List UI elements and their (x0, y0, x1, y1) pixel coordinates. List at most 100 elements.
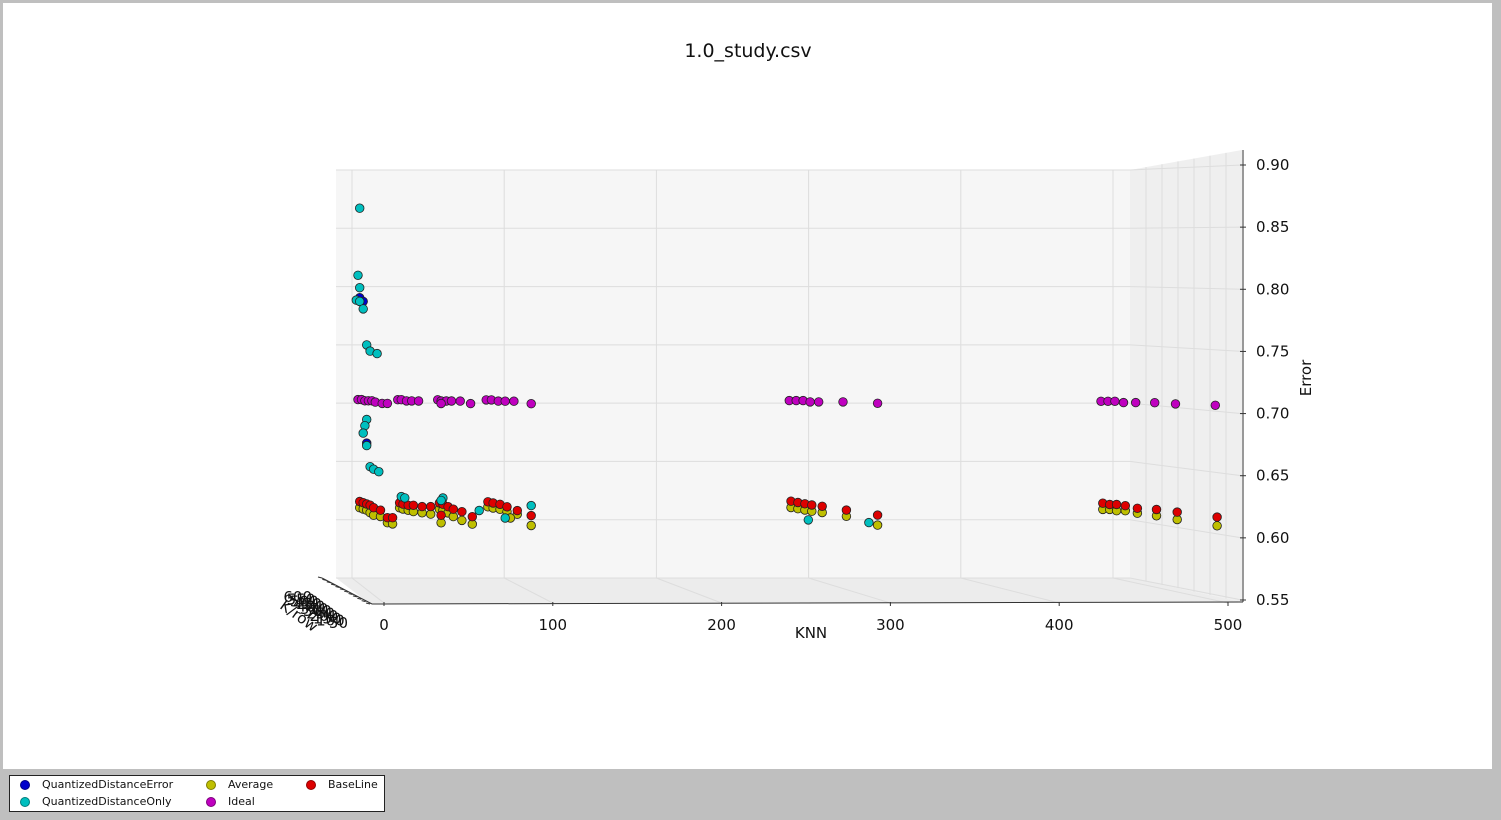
y-tick-mark (339, 588, 344, 591)
grid-line-side (1129, 286, 1243, 290)
data-point-ideal (465, 398, 476, 409)
z-tick-label: 0.70 (1256, 405, 1289, 423)
grid-line-floor (960, 577, 1060, 604)
y-tick-mark (335, 585, 340, 588)
data-point-average (1212, 521, 1222, 531)
data-point-baseline (1172, 507, 1182, 517)
y-tick-label: 200 (310, 607, 339, 625)
grid-line-floor (503, 577, 554, 604)
data-point-ideal (872, 398, 883, 409)
y-tick-label: 400 (296, 597, 325, 615)
data-point-baseline (807, 500, 817, 510)
y-tick-mark (322, 578, 327, 581)
y-tick-mark (365, 602, 371, 605)
grid-line-floor (808, 577, 891, 604)
data-point-baseline (448, 504, 459, 514)
data-point-average (457, 515, 467, 526)
data-point-quantizeddistanceonly (362, 440, 372, 451)
data-point-ideal (814, 397, 824, 407)
y-tick-mark (348, 593, 353, 596)
data-point-ideal (455, 396, 465, 406)
data-point-ideal (436, 398, 446, 409)
legend: QuantizedDistanceError QuantizedDistance… (9, 775, 385, 812)
z-tick-label: 0.55 (1256, 591, 1289, 609)
data-point-baseline (1151, 504, 1162, 515)
legend-label: Ideal (228, 795, 255, 808)
data-point-quantizeddistanceonly (353, 270, 363, 281)
data-point-quantizeddistanceonly (374, 467, 384, 477)
grid-line-side (1129, 519, 1243, 539)
grid-lines (336, 152, 1243, 604)
x-axis-title: KNN (795, 624, 827, 642)
grid-line-side (1129, 460, 1243, 477)
data-point-baseline (526, 510, 536, 521)
z-tick-label: 0.60 (1256, 529, 1289, 547)
data-point-baseline (426, 501, 436, 512)
legend-entry-ideal: Ideal (206, 795, 255, 808)
legend-entry-quantized-distance-only: QuantizedDistanceOnly (20, 795, 172, 808)
y-tick-label: 300 (303, 602, 332, 620)
data-point-ideal (1149, 398, 1160, 408)
y-tick-mark (326, 581, 331, 584)
data-point-quantizeddistanceonly (358, 304, 368, 314)
grid-line-side (1129, 402, 1243, 415)
legend-label: QuantizedDistanceOnly (42, 795, 172, 808)
data-point-baseline (817, 501, 827, 512)
data-point-quantizeddistanceonly (474, 505, 484, 516)
z-axis-title: Error (1297, 359, 1315, 396)
data-point-quantizeddistanceonly (355, 296, 365, 307)
data-point-baseline (1212, 512, 1222, 522)
x-tick-label: 100 (538, 616, 567, 634)
floor-pane (336, 578, 1242, 604)
legend-swatch (206, 796, 216, 807)
y-tick-label: 600 (283, 588, 312, 606)
back-wall-pane (336, 170, 1130, 578)
data-point-ideal (500, 396, 510, 406)
data-point-baseline (1111, 499, 1122, 510)
data-point-baseline (387, 513, 398, 523)
y-tick-label: 150 (313, 609, 342, 627)
data-point-ideal (805, 397, 815, 407)
grid-line-side (1129, 344, 1243, 352)
y-tick-label: 450 (293, 595, 322, 613)
x-tick-label: 200 (707, 616, 736, 634)
y-tick-label: 50 (329, 614, 348, 632)
data-point-ideal (413, 396, 424, 406)
chart-title: 1.0_study.csv (684, 40, 811, 62)
y-tick-mark (344, 590, 349, 593)
grid-line-floor (1112, 577, 1229, 604)
legend-swatch (20, 779, 30, 790)
z-tick-label: 0.80 (1256, 280, 1289, 298)
y-tick-label: 550 (287, 590, 316, 608)
data-point-ideal (382, 398, 393, 409)
data-point-quantizeddistanceonly (500, 513, 510, 523)
legend-entry-average: Average (206, 778, 273, 791)
data-point-ideal (1210, 400, 1221, 411)
data-point-quantizeddistanceonly (372, 348, 382, 359)
data-point-ideal (1118, 397, 1129, 408)
data-point-ideal (526, 399, 536, 409)
x-tick-label: 0 (379, 616, 389, 634)
data-point-baseline (375, 505, 386, 515)
data-point-quantizeddistanceonly (355, 283, 365, 293)
data-point-ideal (838, 397, 848, 407)
grid-line-floor (351, 577, 385, 604)
legend-swatch (306, 779, 316, 790)
x-tick-label: 500 (1214, 616, 1243, 634)
data-point-baseline (457, 507, 467, 517)
y-tick-mark (361, 600, 366, 603)
data-point-baseline (512, 505, 523, 516)
x-tick-label: 400 (1045, 616, 1074, 634)
data-point-average (872, 520, 883, 530)
side-wall-pane (1130, 150, 1242, 602)
data-point-quantizeddistanceonly (358, 428, 368, 438)
z-tick-label: 0.75 (1256, 342, 1289, 360)
x-tick-label: 300 (876, 616, 905, 634)
legend-swatch (20, 796, 30, 807)
legend-swatch (206, 779, 216, 790)
data-point-ideal (446, 396, 457, 406)
y-tick-mark (357, 597, 362, 600)
y-tick-mark (330, 583, 336, 586)
data-point-baseline (502, 502, 512, 512)
